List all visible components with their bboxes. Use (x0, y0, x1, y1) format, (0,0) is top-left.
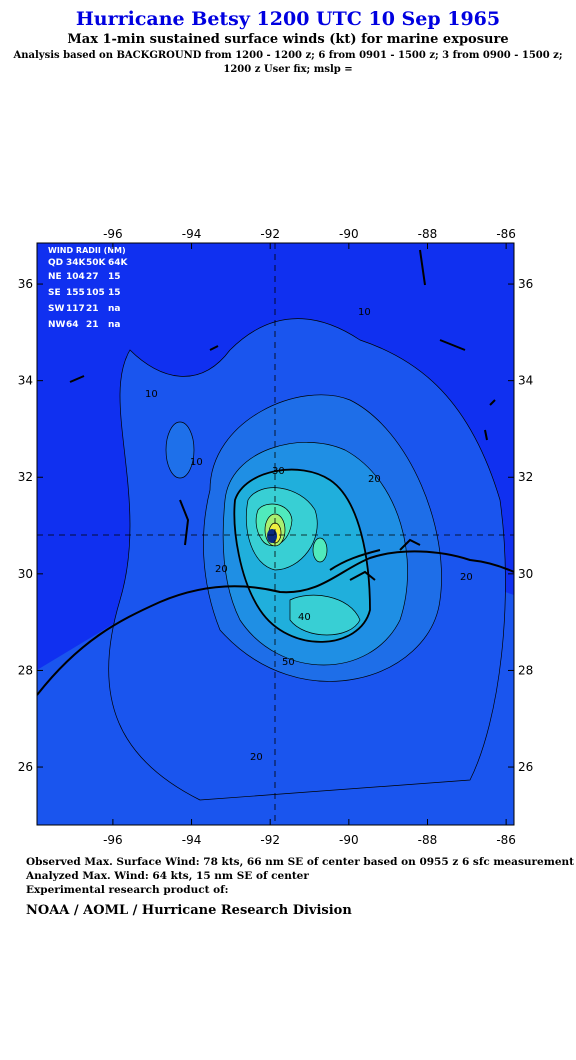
x-tick-label: -96 (103, 227, 123, 241)
radii-header: QD (48, 258, 63, 268)
radii-cell: 117 (66, 304, 85, 314)
y-tick-label: 34 (18, 374, 33, 388)
contour-label: 20 (460, 572, 473, 583)
x-tick-label: -86 (496, 833, 516, 847)
radii-cell: SW (48, 304, 64, 314)
footer-line: Experimental research product of: (26, 884, 229, 896)
y-tick-label: 34 (518, 374, 533, 388)
radii-header: 50K (86, 258, 107, 268)
map-frame (36, 242, 515, 826)
radii-cell: NW (48, 320, 66, 330)
y-tick-label: 36 (518, 277, 533, 291)
y-tick-label: 36 (18, 277, 33, 291)
y-tick-label: 32 (18, 470, 33, 484)
subtitle: Max 1-min sustained surface winds (kt) f… (67, 32, 509, 47)
y-tick-label: 28 (518, 663, 533, 677)
map: 10 10 10 20 20 20 30 40 50 20 WIND RADII… (18, 227, 534, 847)
contour-label: 50 (282, 657, 295, 668)
y-tick-label: 28 (18, 663, 33, 677)
radii-cell: NE (48, 272, 62, 282)
x-tick-label: -88 (418, 833, 438, 847)
x-tick-label: -96 (103, 833, 123, 847)
radii-cell: 21 (86, 304, 99, 314)
y-tick-label: 26 (518, 760, 533, 774)
x-tick-label: -94 (182, 227, 202, 241)
radii-cell: 21 (86, 320, 99, 330)
contour-label: 20 (368, 474, 381, 485)
radii-header: 64K (108, 258, 129, 268)
radii-cell: 27 (86, 272, 99, 282)
page: Hurricane Betsy 1200 UTC 10 Sep 1965 Max… (13, 8, 575, 918)
radii-cell: na (108, 304, 120, 314)
x-tick-label: -94 (182, 833, 202, 847)
radii-cell: 155 (66, 288, 85, 298)
contour-label: 20 (215, 564, 228, 575)
radii-cell: 105 (86, 288, 105, 298)
radii-cell: na (108, 320, 120, 330)
radii-header: 34K (66, 258, 87, 268)
contour-label: 20 (250, 752, 263, 763)
y-tick-label: 30 (518, 567, 533, 581)
analysis-note: Analysis based on BACKGROUND from 1200 -… (13, 50, 563, 61)
footer-line: Observed Max. Surface Wind: 78 kts, 66 n… (26, 856, 575, 868)
contour-label: 10 (358, 307, 371, 318)
x-tick-label: -90 (339, 227, 359, 241)
y-tick-label: 30 (18, 567, 33, 581)
wind-radii: WIND RADII (NM) QD 34K 50K 64K NE 104 27 15 SE 15… (48, 246, 129, 330)
x-tick-label: -88 (418, 227, 438, 241)
x-tick-label: -92 (260, 227, 280, 241)
radii-cell: 104 (66, 272, 85, 282)
radii-cell: SE (48, 288, 61, 298)
title: Hurricane Betsy 1200 UTC 10 Sep 1965 (75, 8, 501, 30)
x-tick-label: -86 (496, 227, 516, 241)
x-tick-label: -92 (260, 833, 280, 847)
radii-title: WIND RADII (NM) (48, 246, 126, 255)
radii-cell: 15 (108, 272, 121, 282)
radii-cell: 64 (66, 320, 79, 330)
y-tick-label: 26 (18, 760, 33, 774)
radii-cell: 15 (108, 288, 121, 298)
contour-label: 30 (272, 466, 285, 477)
x-tick-label: -90 (339, 833, 359, 847)
contour-label: 10 (145, 389, 158, 400)
contour-label: 10 (190, 457, 203, 468)
footer-org: NOAA / AOML / Hurricane Research Divisio… (26, 903, 352, 918)
footer-line: Analyzed Max. Wind: 64 kts, 15 nm SE of … (26, 870, 309, 882)
analysis-note-2: 1200 z User fix; mslp = (223, 64, 353, 75)
contour-label: 40 (298, 612, 311, 623)
y-tick-label: 32 (518, 470, 533, 484)
wind-field: 10 10 10 20 20 20 30 40 50 20 (37, 243, 514, 825)
